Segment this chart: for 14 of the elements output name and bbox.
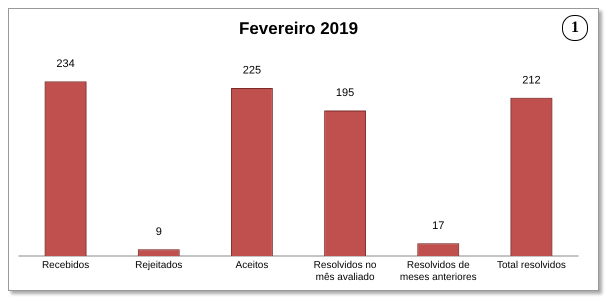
x-tick-label: Resolvidos no mês avaliado <box>314 260 377 283</box>
x-tick-label: Total resolvidos <box>496 260 566 271</box>
data-label: 17 <box>432 220 444 232</box>
x-tick-label: Aceitos <box>236 260 268 271</box>
chart-title: Fevereiro 2019 <box>238 18 358 38</box>
text: 1 <box>562 15 588 41</box>
data-label: 225 <box>242 64 262 77</box>
x-tick-label: Recebidos <box>42 260 90 271</box>
x-tick-label: Resolvidos de meses anteriores <box>400 260 477 283</box>
data-label: 9 <box>156 226 162 238</box>
data-label: 212 <box>522 74 541 86</box>
data-label: 195 <box>336 86 354 99</box>
x-tick-label: Rejeitados <box>135 260 182 271</box>
data-label: 234 <box>56 58 75 70</box>
